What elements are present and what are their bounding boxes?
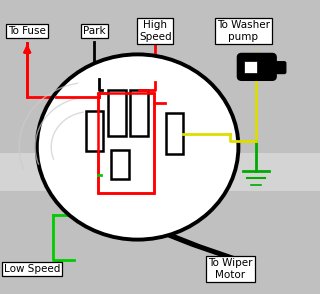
Bar	[98, 93, 154, 193]
Bar	[131, 90, 148, 136]
Bar	[86, 111, 103, 151]
FancyBboxPatch shape	[270, 62, 286, 74]
FancyBboxPatch shape	[238, 54, 276, 80]
Circle shape	[37, 54, 238, 240]
Bar	[166, 113, 183, 154]
Bar	[244, 61, 257, 73]
Text: To Wiper
Motor: To Wiper Motor	[208, 258, 253, 280]
Text: High
Speed: High Speed	[139, 20, 172, 42]
Bar	[0, 153, 320, 191]
Bar	[98, 93, 154, 193]
Text: Park: Park	[83, 26, 106, 36]
Text: Protecte             s for less!: Protecte s for less!	[100, 168, 220, 176]
Bar	[111, 150, 129, 179]
Bar	[108, 90, 125, 136]
Text: Low Speed: Low Speed	[4, 264, 60, 274]
Text: To Fuse: To Fuse	[8, 26, 46, 36]
Bar	[237, 64, 243, 73]
Text: To Washer
pump: To Washer pump	[217, 20, 270, 42]
